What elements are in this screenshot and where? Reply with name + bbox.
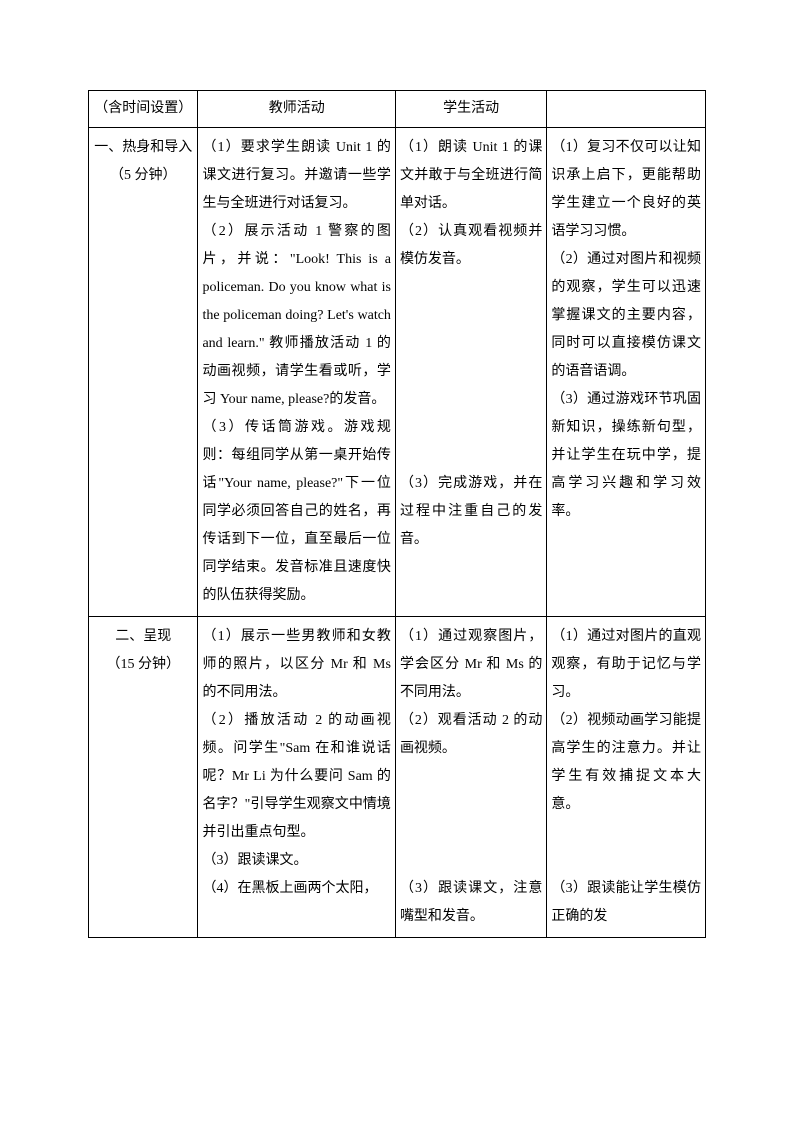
lesson-plan-table: （含时间设置） 教师活动 学生活动 一、热身和导入 （5 分钟） （1）要求学生… — [88, 90, 706, 938]
header-col2: 教师活动 — [198, 91, 395, 128]
table-row: 二、呈现 （15 分钟） （1）展示一些男教师和女教师的照片，以区分 Mr 和 … — [89, 617, 706, 938]
notes-cell: （1）复习不仅可以让知识承上启下，更能帮助学生建立一个良好的英语学习习惯。 （2… — [547, 128, 706, 617]
header-col4 — [547, 91, 706, 128]
table-row: 一、热身和导入 （5 分钟） （1）要求学生朗读 Unit 1 的课文进行复习。… — [89, 128, 706, 617]
header-col1: （含时间设置） — [89, 91, 198, 128]
teacher-cell: （1）展示一些男教师和女教师的照片，以区分 Mr 和 Ms 的不同用法。 （2）… — [198, 617, 395, 938]
notes-cell: （1）通过对图片的直观观察，有助于记忆与学习。 （2）视频动画学习能提高学生的注… — [547, 617, 706, 938]
student-cell: （1）通过观察图片，学会区分 Mr 和 Ms 的不同用法。 （2）观看活动 2 … — [395, 617, 546, 938]
student-cell: （1）朗读 Unit 1 的课文并敢于与全班进行简单对话。 （2）认真观看视频并… — [395, 128, 546, 617]
header-col3: 学生活动 — [395, 91, 546, 128]
teacher-cell: （1）要求学生朗读 Unit 1 的课文进行复习。并邀请一些学生与全班进行对话复… — [198, 128, 395, 617]
section-cell: 一、热身和导入 （5 分钟） — [89, 128, 198, 617]
section-cell: 二、呈现 （15 分钟） — [89, 617, 198, 938]
table-header-row: （含时间设置） 教师活动 学生活动 — [89, 91, 706, 128]
